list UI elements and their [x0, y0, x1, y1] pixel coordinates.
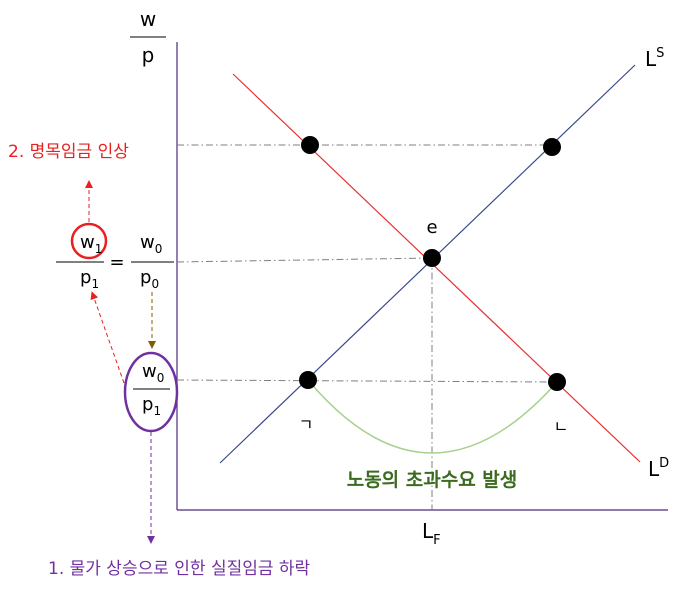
point-supply-upper	[543, 138, 561, 156]
y-axis-label-p: p	[142, 43, 155, 67]
fraction-p1-lower: p1	[142, 394, 161, 418]
excess-demand-arc	[307, 379, 558, 454]
y-axis-label-w: w	[140, 7, 156, 31]
point-demand-upper	[301, 136, 319, 154]
demand-curve-label: LD	[648, 456, 669, 481]
guide-middle	[176, 257, 433, 263]
fraction-equals: =	[109, 252, 124, 273]
arrow-to-p1	[90, 291, 125, 384]
point-equilibrium	[423, 249, 441, 267]
w1-highlight-circle	[70, 222, 108, 260]
point-label-giyeok: ㄱ	[299, 415, 314, 434]
point-supply-lower	[299, 371, 317, 389]
demand-curve	[232, 73, 641, 463]
point-label-nieun: ㄴ	[554, 417, 569, 436]
nominal-wage-rise-label: 2. 명목임금 인상	[8, 142, 129, 162]
fraction-p0: p0	[140, 267, 159, 291]
point-demand-lower	[548, 373, 566, 391]
real-wage-fall-label: 1. 물가 상승으로 인한 실질임금 하락	[48, 559, 311, 579]
real-wage-fall-ellipse	[123, 351, 179, 433]
fraction-p1: p1	[80, 267, 99, 291]
x-axis-label-lf: LF	[422, 519, 441, 548]
guide-lower	[176, 379, 558, 383]
fraction-w0-lower: w0	[142, 361, 164, 385]
excess-demand-label: 노동의 초과수요 발생	[347, 469, 518, 491]
fraction-w0: w0	[140, 232, 162, 256]
equilibrium-label: e	[426, 217, 437, 238]
supply-curve-label: LS	[645, 46, 664, 71]
fraction-w1: w1	[80, 232, 102, 256]
